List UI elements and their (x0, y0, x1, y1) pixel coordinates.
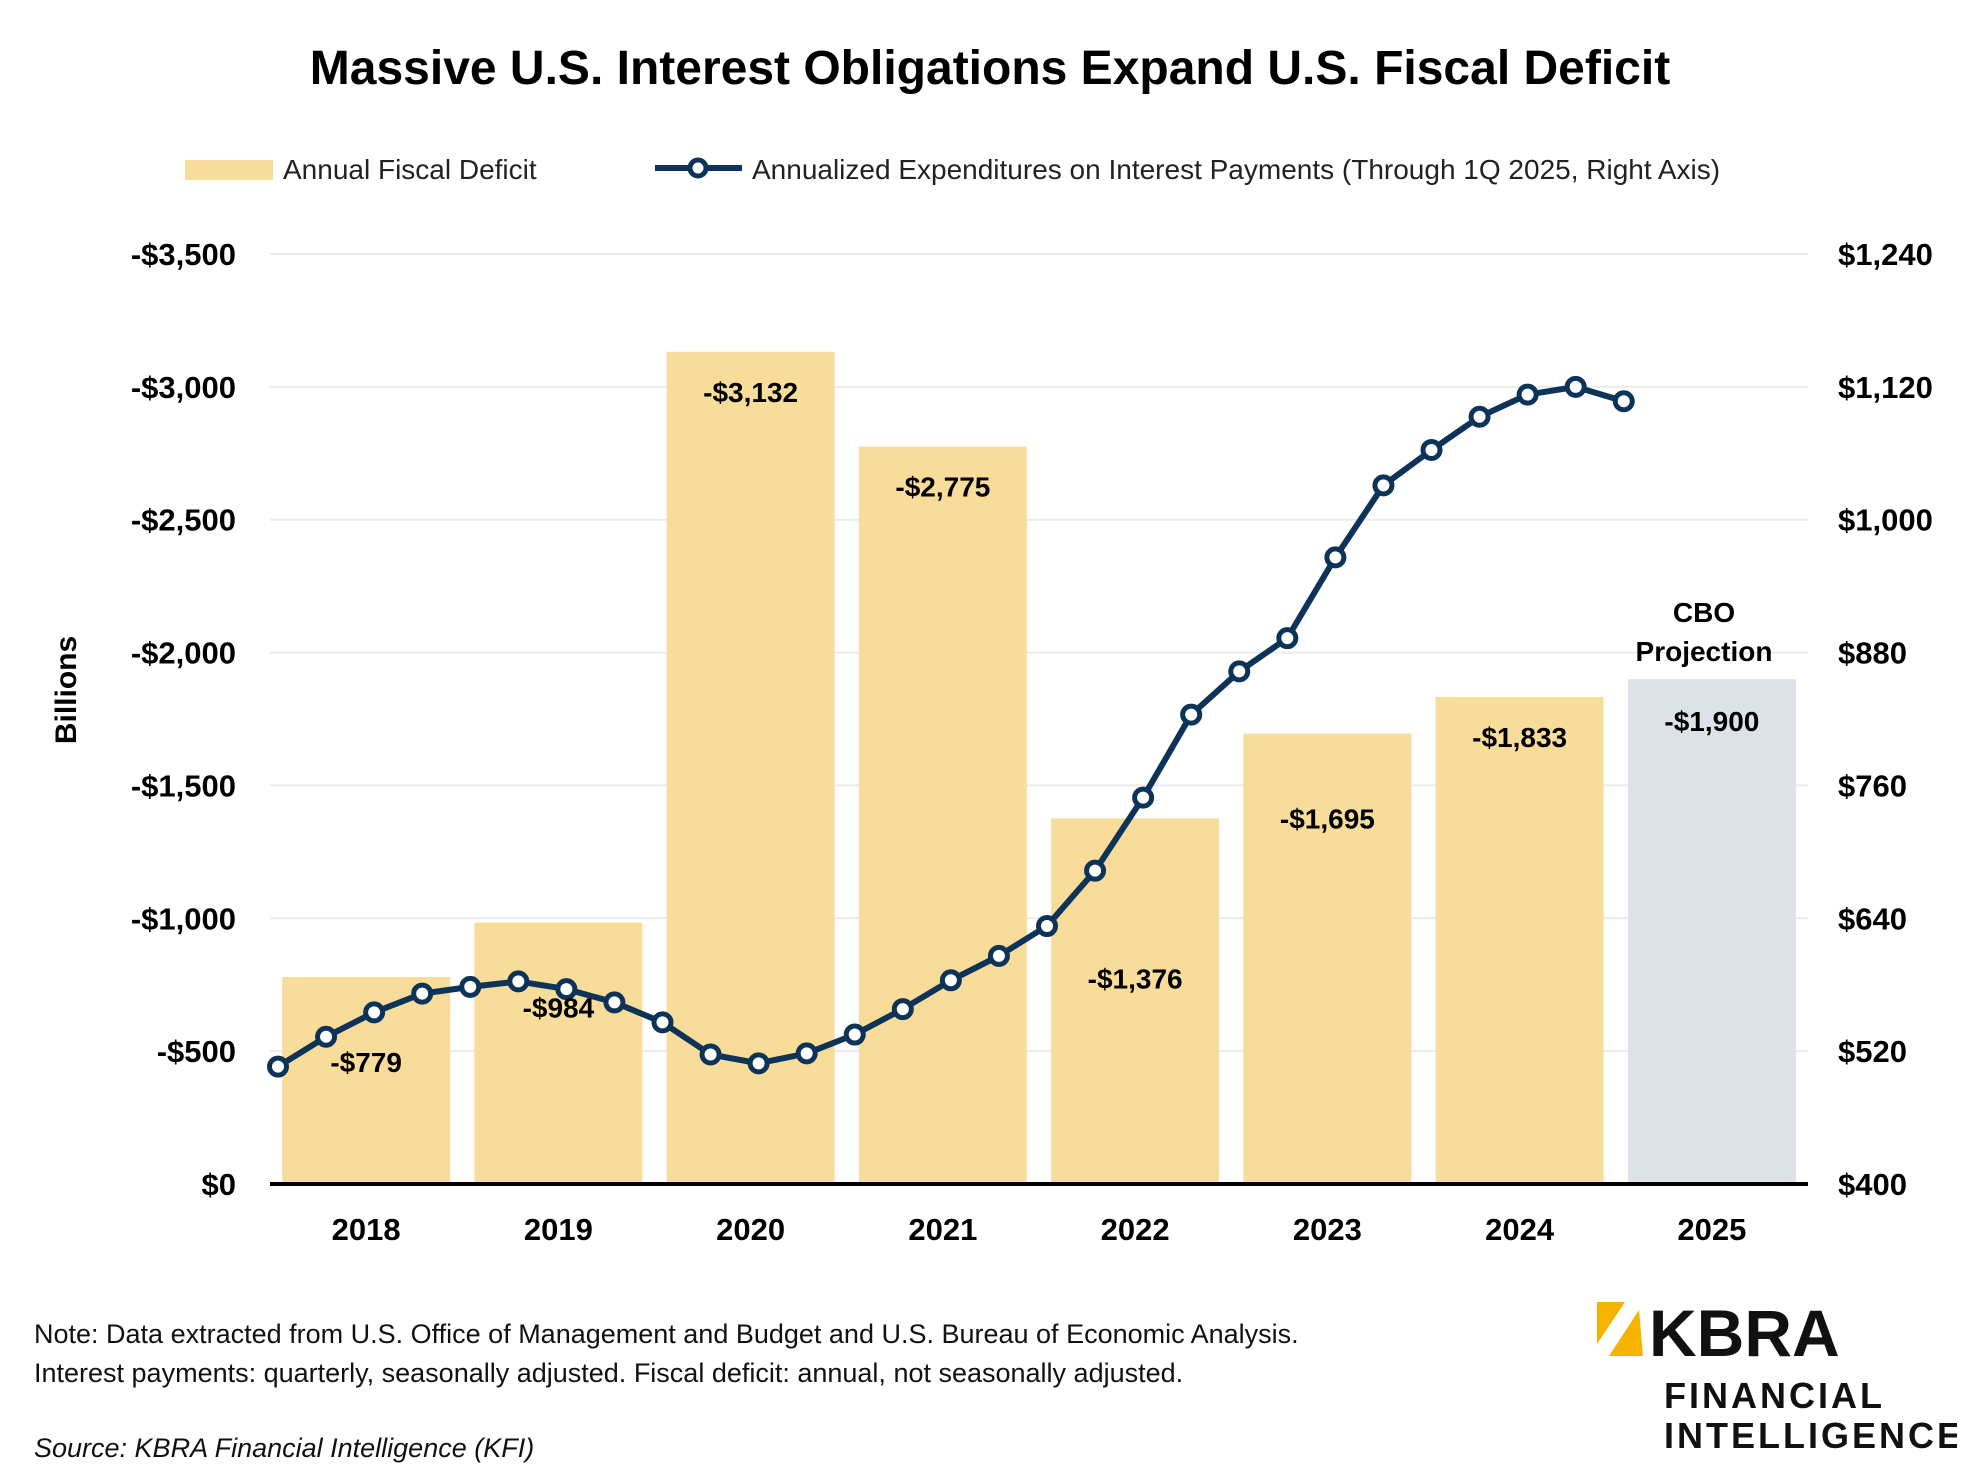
line-point (939, 969, 962, 992)
interest-line-series (267, 375, 1635, 1078)
line-point (1420, 438, 1443, 461)
footnote-line2: Interest payments: quarterly, seasonally… (34, 1358, 1184, 1388)
line-point (987, 944, 1010, 967)
x-tick-label: 2020 (716, 1212, 785, 1247)
line-point (507, 970, 530, 993)
x-tick-label: 2025 (1677, 1212, 1746, 1247)
source-note: Source: KBRA Financial Intelligence (KFI… (34, 1433, 535, 1463)
line-point (891, 998, 914, 1021)
line-point (1324, 546, 1347, 569)
y-left-tick-label: $0 (202, 1167, 236, 1202)
line-point (267, 1055, 289, 1078)
line-point (411, 982, 434, 1005)
line-point (1180, 703, 1203, 726)
x-tick-label: 2018 (332, 1212, 401, 1247)
y-axis-title: Billions (50, 636, 83, 744)
line-point (1468, 405, 1491, 428)
legend-bar-label: Annual Fiscal Deficit (283, 154, 537, 185)
line-point (1228, 660, 1251, 683)
kbra-logo-name: KBRA (1649, 1300, 1840, 1370)
line-point (843, 1023, 866, 1046)
y-right-tick-label: $520 (1838, 1034, 1907, 1069)
line-point (1084, 859, 1107, 882)
y-right-tick-label: $1,000 (1838, 503, 1933, 538)
kbra-logo-line3: INTELLIGENCE (1664, 1415, 1957, 1456)
line-point (1516, 383, 1539, 406)
bar-value-label: -$2,775 (895, 472, 990, 503)
y-left-tick-label: -$1,500 (131, 768, 236, 803)
legend: Annual Fiscal Deficit Annualized Expendi… (185, 154, 1720, 185)
bar (1051, 818, 1220, 1184)
y-left-tick-label: -$1,000 (131, 901, 236, 936)
y-left-tick-label: -$2,000 (131, 636, 236, 671)
line-point (1036, 915, 1058, 938)
line-point (795, 1042, 818, 1065)
line-point (555, 978, 578, 1001)
line-point (1612, 390, 1635, 413)
x-tick-label: 2019 (524, 1212, 593, 1247)
x-tick-label: 2023 (1293, 1212, 1362, 1247)
bar-value-label: -$984 (523, 993, 595, 1024)
y-right-tick-label: $760 (1838, 768, 1907, 803)
y-right-tick-label: $880 (1838, 636, 1907, 671)
bar-value-label: -$1,376 (1088, 963, 1183, 994)
x-tick-label: 2021 (908, 1212, 977, 1247)
legend-line-label: Annualized Expenditures on Interest Paym… (752, 154, 1720, 185)
y-left-tick-label: -$500 (157, 1034, 236, 1069)
legend-bar-swatch (185, 160, 273, 180)
bar-value-label: -$1,900 (1664, 706, 1759, 737)
line-point (315, 1025, 338, 1048)
y-left-tick-label: -$2,500 (131, 503, 236, 538)
cbo-annotation-line1: CBO (1673, 597, 1735, 628)
bar-value-label: -$1,833 (1472, 722, 1567, 753)
line-point (1132, 786, 1155, 809)
line-point (363, 1001, 386, 1024)
kbra-logo-mark (1597, 1302, 1625, 1344)
bar-value-label: -$1,695 (1280, 804, 1375, 835)
line-point (1564, 375, 1587, 398)
y-right-tick-label: $1,120 (1838, 370, 1933, 405)
bar-value-labels: -$779 -$984 -$3,132 -$2,775 -$1,376 -$1,695 -$… (330, 377, 1759, 1078)
x-tick-label: 2024 (1485, 1212, 1555, 1247)
axes: $0 -$500 -$1,000 -$1,500 -$2,000 -$2,500 -$3,0… (131, 237, 1933, 1247)
footnote-line1: Note: Data extracted from U.S. Office of… (34, 1319, 1299, 1349)
y-right-tick-label: $1,240 (1838, 237, 1933, 272)
line-point (699, 1043, 722, 1066)
line-point (1276, 627, 1299, 650)
bar (1243, 733, 1412, 1184)
x-tick-label: 2022 (1101, 1212, 1170, 1247)
y-right-tick-label: $400 (1838, 1167, 1907, 1202)
line-point (459, 975, 482, 998)
bar (1435, 696, 1604, 1184)
y-right-tick-label: $640 (1838, 901, 1907, 936)
bar (858, 446, 1027, 1185)
bar-value-label: -$3,132 (703, 377, 798, 408)
y-left-tick-label: -$3,000 (131, 370, 236, 405)
line-point (651, 1011, 674, 1034)
bar-projection (1627, 679, 1796, 1184)
cbo-annotation-line2: Projection (1636, 636, 1773, 667)
line-point (747, 1052, 770, 1075)
line-point (603, 991, 626, 1014)
chart-title: Massive U.S. Interest Obligations Expand… (310, 42, 1670, 95)
kbra-logo-line2: FINANCIAL (1664, 1375, 1885, 1416)
bar-series (282, 351, 1796, 1185)
bar-value-label: -$779 (330, 1047, 402, 1078)
kbra-logo: KBRA FINANCIAL INTELLIGENCE (1597, 1300, 1957, 1456)
line-point (1372, 474, 1395, 497)
kbra-logo-mark-lower (1609, 1310, 1643, 1356)
y-left-tick-label: -$3,500 (131, 237, 236, 272)
bar (474, 922, 643, 1184)
legend-line-marker (687, 157, 709, 179)
